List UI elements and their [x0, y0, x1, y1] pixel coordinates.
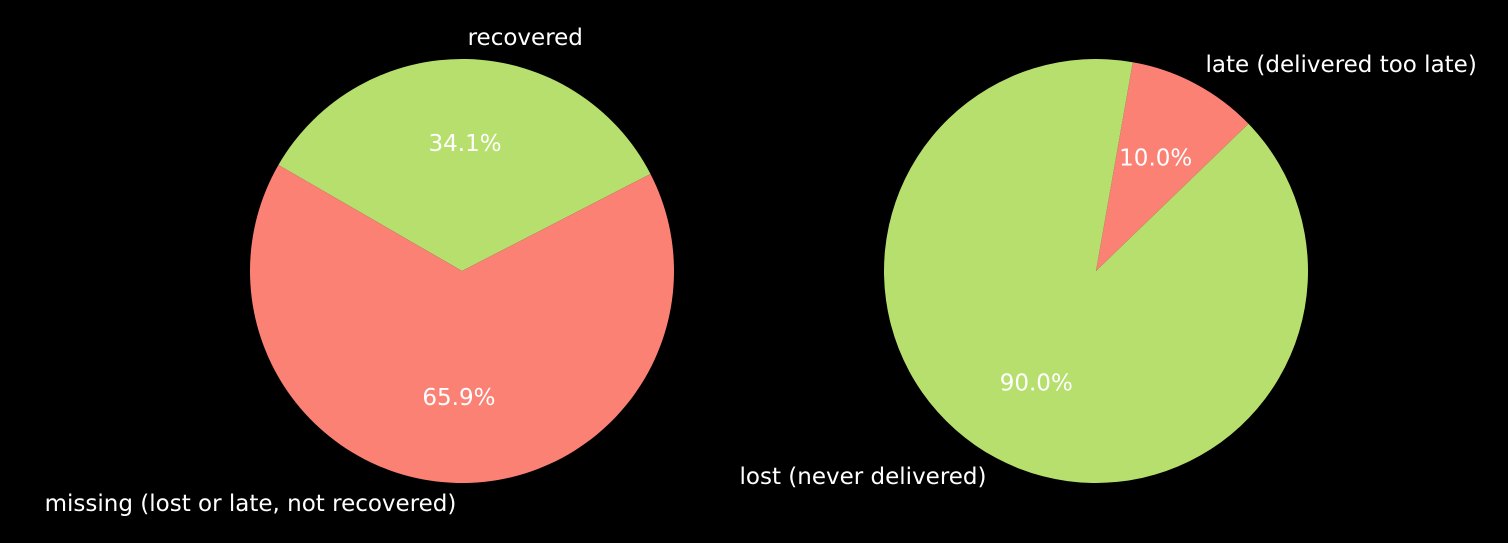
- slice-label-lost-never-delivered: lost (never delivered): [740, 464, 987, 490]
- slice-percent-lost-never-delivered: 90.0%: [1000, 370, 1073, 396]
- pie-chart-recovery: recovered 34.1% missing (lost or late, not…: [45, 25, 674, 517]
- slice-label-missing-lost-or-late-not-recovered: missing (lost or late, not recovered): [45, 491, 457, 517]
- pie-slice-late-delivered-too-late: [1096, 62, 1249, 271]
- pie-slice-missing-lost-or-late-not-recovered: [250, 165, 674, 483]
- slice-percent-missing-lost-or-late-not-recovered: 65.9%: [422, 385, 495, 411]
- pie-slice-recovered: [278, 58, 651, 272]
- pie-chart-missing-breakdown: late (delivered too late) 10.0% lost (neve…: [740, 52, 1477, 490]
- slice-percent-late-delivered-too-late: 10.0%: [1119, 146, 1192, 172]
- slice-label-late-delivered-too-late: late (delivered too late): [1205, 52, 1476, 78]
- slice-percent-recovered: 34.1%: [429, 131, 502, 157]
- pie-slice-lost-never-delivered: [884, 59, 1309, 484]
- slice-label-recovered: recovered: [468, 25, 583, 51]
